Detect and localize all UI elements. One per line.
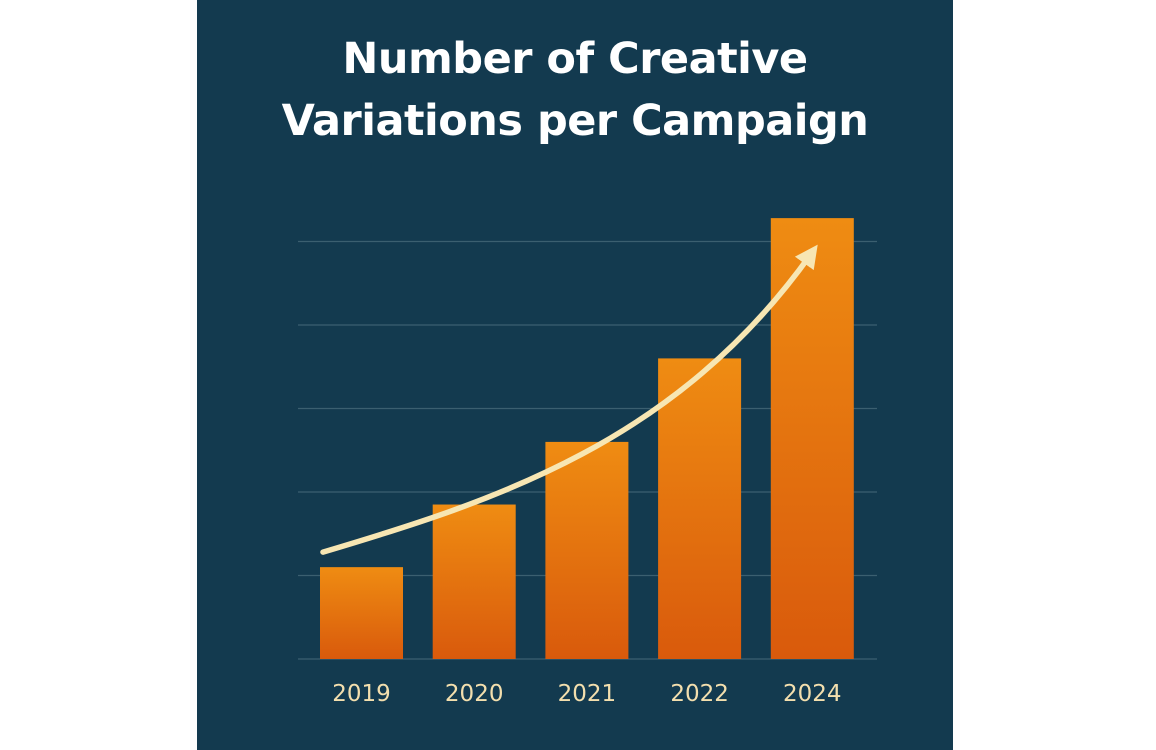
x-tick-label: 2019 xyxy=(332,681,391,707)
chart-title-line-1: Number of Creative xyxy=(342,34,808,84)
trend-arrow-path xyxy=(320,244,818,555)
chart-title: Number of Creative Variations per Campai… xyxy=(197,28,953,152)
x-axis-tick-labels: 2019 2020 2021 2022 2024 xyxy=(332,681,841,707)
bar-2024 xyxy=(770,218,854,659)
x-tick-label: 2021 xyxy=(558,681,617,707)
bar-chart: 2019 2020 2021 2022 2024 xyxy=(298,218,877,707)
bar-2022 xyxy=(658,358,742,659)
x-tick-label: 2024 xyxy=(783,681,842,707)
x-tick-label: 2022 xyxy=(670,681,729,707)
bar-2019 xyxy=(320,567,403,659)
bar-2021 xyxy=(545,441,629,659)
bars xyxy=(320,218,854,659)
bar-2020 xyxy=(432,504,516,659)
x-tick-label: 2020 xyxy=(445,681,504,707)
chart-title-line-2: Variations per Campaign xyxy=(281,96,869,146)
trend-arrow xyxy=(320,244,818,555)
chart-panel: Number of Creative Variations per Campai… xyxy=(197,0,953,750)
